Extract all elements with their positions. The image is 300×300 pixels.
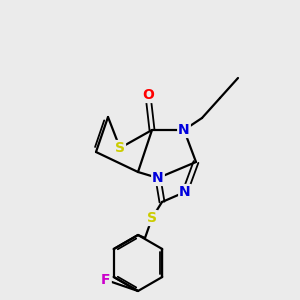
- Text: O: O: [142, 88, 154, 102]
- Text: S: S: [147, 211, 157, 225]
- Text: F: F: [101, 273, 111, 287]
- Text: N: N: [178, 123, 190, 137]
- Text: N: N: [179, 185, 191, 199]
- Text: N: N: [152, 171, 164, 185]
- Text: S: S: [115, 141, 125, 155]
